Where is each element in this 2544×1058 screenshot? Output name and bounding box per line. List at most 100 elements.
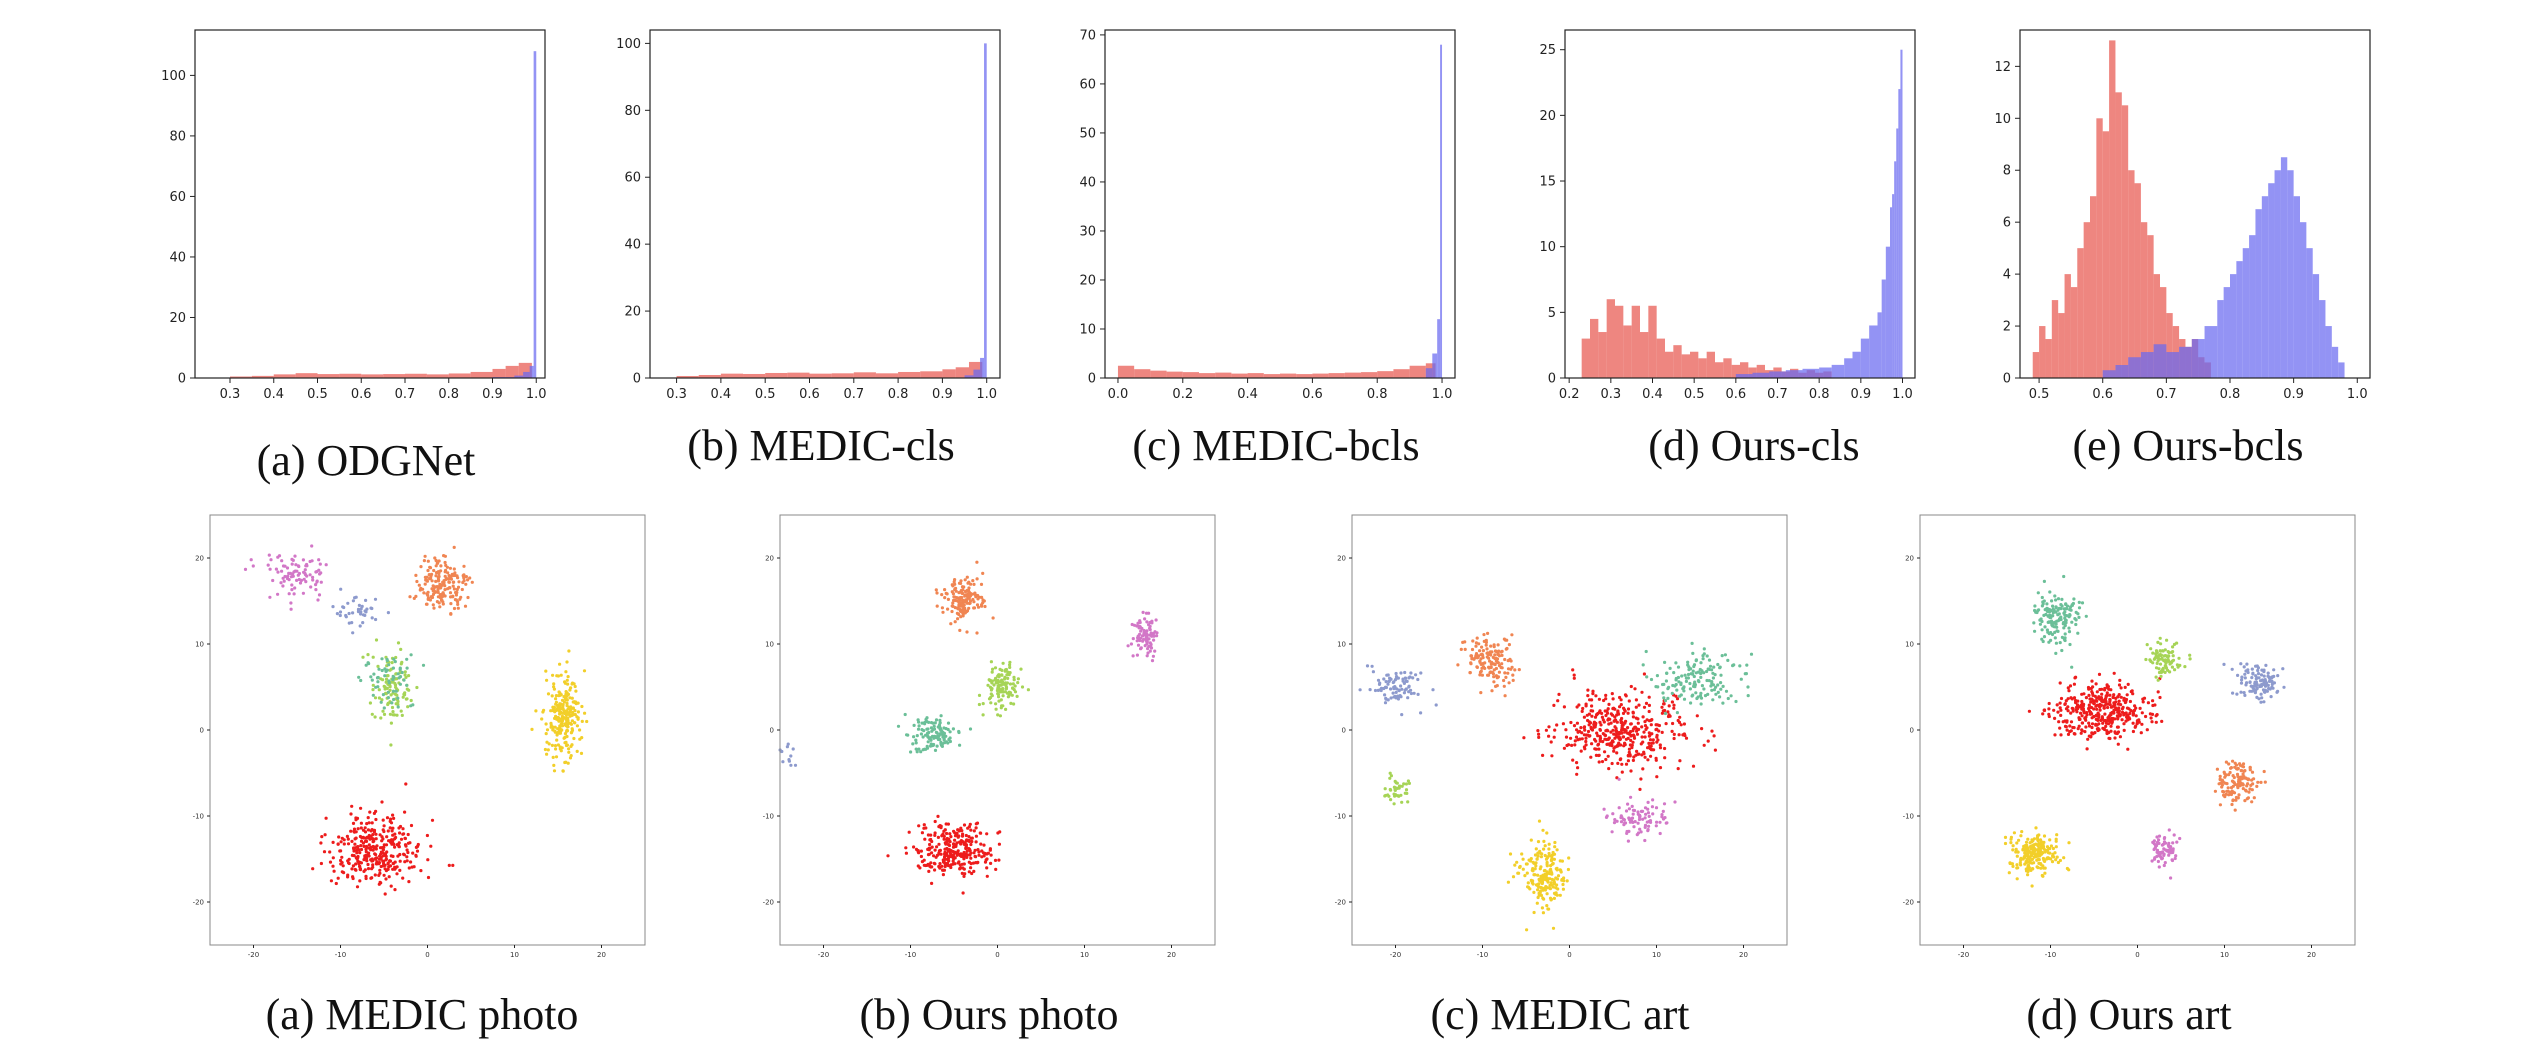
scatter-point-c0-309	[378, 880, 382, 884]
scatter-point-c3-56	[1707, 658, 1712, 662]
scatter-point-c4-162	[2034, 826, 2038, 830]
scatter-point-c6-63	[1409, 671, 1413, 675]
scatter-point-c1-125	[2231, 774, 2235, 778]
scatter-point-c2-76	[389, 743, 393, 747]
scatter-point-c3-108	[2047, 640, 2051, 644]
scatter-point-c6-23	[358, 624, 362, 628]
scatter-point-c0-319	[1655, 733, 1659, 737]
scatter-point-c0-336	[1620, 716, 1624, 721]
scatter-point-c3-106	[932, 724, 936, 728]
scatter-point-c5-73	[281, 584, 285, 588]
scatter-point-c1-77	[431, 603, 435, 607]
scatter-point-c4-162	[570, 719, 575, 723]
caption-medic-cls: (b) MEDIC-cls	[687, 421, 955, 470]
scatter-point-c5-66	[1638, 827, 1642, 831]
scatter-point-c0-325	[398, 852, 402, 857]
scatter-point-c0-354	[2131, 710, 2135, 714]
scatter-point-c0-125	[2098, 708, 2102, 712]
scatter-point-c5-28	[2156, 859, 2160, 864]
hist-bar-red-17	[1393, 369, 1410, 378]
scatter-point-c1-49	[1507, 643, 1511, 647]
scatter-point-c2-58	[989, 692, 993, 696]
scatter-point-c0-223	[950, 855, 954, 859]
scatter-point-c4-46	[1537, 819, 1542, 823]
scatter-point-c0-271	[1642, 672, 1646, 676]
scatter-point-c3-92	[2041, 639, 2045, 644]
scatter-point-c0-195	[405, 859, 409, 863]
scatter-point-c5-58	[2157, 854, 2161, 858]
scatter-point-c1-103	[457, 580, 461, 584]
scatter-point-c3-85	[1702, 687, 1706, 691]
scatter-point-c0-148	[919, 849, 924, 853]
scatter-point-c1-82	[1500, 653, 1504, 658]
scatter-point-c2-28	[1383, 787, 1387, 791]
scatter-point-c0-216	[2145, 728, 2149, 732]
scatter-point-c0-366	[2100, 687, 2104, 691]
scatter-point-c1-165	[436, 585, 440, 589]
scatter-point-c6-11	[361, 613, 365, 617]
scatter-point-c6-10	[1376, 678, 1381, 682]
scatter-point-c2-85	[379, 677, 383, 681]
scatter-point-c6-34	[338, 613, 342, 618]
scatter-point-c0-63	[1627, 699, 1631, 703]
scatter-point-c4-199	[572, 700, 577, 704]
scatter-point-c4-205	[2043, 871, 2047, 875]
scatter-point-c4-157	[2026, 852, 2030, 856]
scatter-point-c5-54	[1651, 812, 1655, 816]
scatter-point-c0-339	[2084, 696, 2088, 700]
scatter-point-c4-41	[564, 670, 568, 674]
hist-bar-red-5	[1623, 325, 1632, 378]
scatter-point-c0-188	[2134, 706, 2138, 710]
scatter-point-c0-349	[1630, 746, 1634, 750]
scatter-point-c0-370	[2053, 716, 2057, 721]
scatter-point-c1-136	[466, 578, 470, 582]
scatter-point-c0-292	[947, 848, 951, 852]
scatter-point-c4-218	[2038, 838, 2043, 842]
scatter-point-c4-80	[566, 675, 570, 679]
scatter-point-c2-102	[988, 696, 993, 700]
scatter-point-c6-35	[2239, 662, 2243, 666]
scatter-point-c0-365	[1634, 705, 1638, 709]
scatter-point-c1-127	[961, 588, 965, 592]
scatter-point-c0-83	[1575, 772, 1579, 776]
scatter-point-c5-55	[1155, 634, 1159, 638]
y-tick-label: 10	[765, 641, 774, 649]
scatter-point-c6-29	[2272, 668, 2276, 672]
scatter-point-c2-103	[996, 692, 1001, 697]
hist-bar-red-16	[1715, 362, 1724, 378]
scatter-point-c1-59	[426, 559, 430, 563]
hist-bar-blue-0	[1425, 368, 1433, 378]
scatter-point-c0-159	[1577, 703, 1581, 707]
scatter-point-c0-241	[2059, 696, 2064, 701]
scatter-point-c0-381	[1596, 742, 1601, 746]
y-tick-label: -20	[1903, 899, 1914, 907]
scatter-point-c0-30	[389, 884, 393, 888]
scatter-point-c1-113	[436, 561, 440, 565]
scatter-point-c6-31	[351, 631, 355, 635]
scatter-point-c0-117	[1684, 736, 1689, 740]
scatter-point-c0-197	[2104, 724, 2108, 729]
scatter-point-c0-406	[1647, 703, 1651, 708]
hist-bar-blue-27	[2331, 346, 2339, 378]
scatter-point-c1-120	[1500, 666, 1504, 670]
hist-bar-red-16	[2134, 183, 2141, 378]
scatter-point-c3-92	[957, 729, 961, 734]
scatter-point-c4-198	[2045, 856, 2049, 860]
scatter-point-c1-55	[464, 582, 468, 586]
scatter-point-c1-94	[2233, 782, 2237, 787]
scatter-point-c2-70	[395, 713, 399, 717]
scatter-point-c5-30	[318, 562, 322, 566]
x-tick-label: 10	[2220, 951, 2229, 959]
scatter-point-c3-12	[938, 718, 942, 722]
scatter-point-c3-97	[2074, 622, 2078, 627]
scatter-point-c4-166	[1547, 886, 1551, 890]
hist-bar-red-7	[1231, 373, 1248, 378]
scatter-point-c6-72	[2271, 686, 2275, 690]
scatter-point-c5-31	[274, 567, 278, 571]
scatter-point-c3-37	[364, 663, 368, 667]
scatter-point-c0-338	[2080, 714, 2084, 718]
scatter-point-c0-42	[355, 851, 359, 855]
scatter-point-c3-31	[1698, 694, 1703, 698]
scatter-point-c5-40	[2167, 853, 2171, 857]
